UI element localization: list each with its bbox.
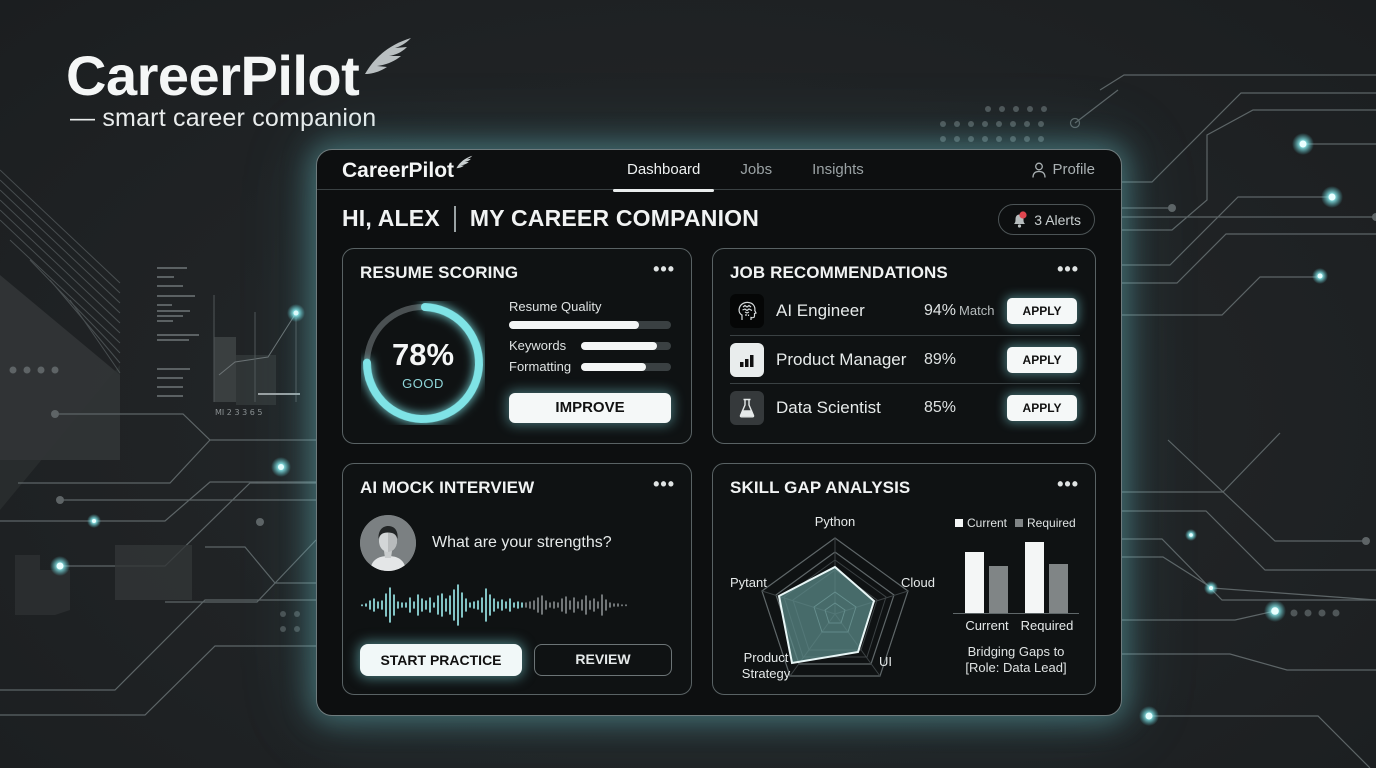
- keywords-bar: [581, 342, 671, 350]
- legend-current: Current: [955, 516, 1007, 530]
- flask-icon: [730, 390, 764, 425]
- start-practice-button[interactable]: START PRACTICE: [360, 644, 522, 676]
- job-row[interactable]: Data Scientist 85% APPLY: [730, 383, 1080, 431]
- interview-question: What are your strengths?: [432, 534, 612, 551]
- audio-waveform: [361, 584, 627, 626]
- legend-required: Required: [1015, 516, 1076, 530]
- svg-text:MI 2 3 3 6 5: MI 2 3 3 6 5: [215, 408, 262, 417]
- brand-hero: CareerPilot — smart career companion: [66, 38, 413, 133]
- radar-label-python: Python: [815, 514, 855, 529]
- apply-button[interactable]: APPLY: [1007, 346, 1077, 373]
- job-recommendations-card: JOB RECOMMENDATIONS ••• AI Engineer 94% M…: [712, 248, 1096, 444]
- metric-label: Resume Quality: [509, 299, 602, 314]
- skill-bar-chart: Current Required: [953, 542, 1079, 632]
- job-row[interactable]: Product Manager 89% APPLY: [730, 335, 1080, 383]
- card-title: AI MOCK INTERVIEW: [360, 478, 535, 497]
- more-options-icon[interactable]: •••: [1057, 474, 1079, 494]
- brain-icon: [730, 294, 764, 328]
- nav-logo-text: CareerPilot: [342, 159, 455, 182]
- more-options-icon[interactable]: •••: [653, 474, 675, 494]
- wing-icon: [365, 38, 412, 74]
- job-title: Data Scientist: [776, 397, 881, 417]
- resume-quality-bar: [509, 321, 671, 329]
- radar-label-strategy: Strategy: [742, 666, 791, 681]
- bar-chart-legend: Current Required: [955, 516, 1076, 530]
- apply-button[interactable]: APPLY: [1007, 298, 1077, 324]
- bar-group-required: Required: [1021, 618, 1074, 632]
- top-nav: CareerPilot Dashboard Jobs Insights Prof…: [317, 150, 1121, 192]
- formatting-bar: [581, 363, 671, 371]
- card-title: RESUME SCORING: [360, 263, 519, 282]
- dashboard-window: CareerPilot Dashboard Jobs Insights Prof…: [316, 149, 1122, 716]
- score-ring: [363, 303, 483, 423]
- brand-title: CareerPilot: [66, 38, 413, 107]
- profile-label: Profile: [1052, 161, 1095, 178]
- nav-logo[interactable]: CareerPilot: [342, 155, 473, 183]
- match-percent: 94% Match: [924, 302, 995, 319]
- skill-gap-card: SKILL GAP ANALYSIS ••• Pyth: [712, 463, 1096, 695]
- user-icon: [1032, 162, 1047, 178]
- more-options-icon[interactable]: •••: [1057, 259, 1079, 279]
- card-title: JOB RECOMMENDATIONS: [730, 263, 948, 282]
- nav-tabs: Dashboard Jobs Insights: [613, 150, 890, 192]
- card-title: SKILL GAP ANALYSIS: [730, 478, 911, 497]
- title-divider: [453, 205, 456, 232]
- bar-group-current: Current: [965, 618, 1009, 632]
- job-row[interactable]: AI Engineer 94% Match APPLY: [730, 287, 1080, 335]
- review-button[interactable]: REVIEW: [534, 644, 672, 676]
- page-subtitle: MY CAREER COMPANION: [469, 205, 760, 231]
- improve-button[interactable]: IMPROVE: [509, 393, 671, 423]
- apply-button[interactable]: APPLY: [1007, 394, 1077, 421]
- radar-label-cloud: Cloud: [901, 575, 935, 590]
- metric-label: Keywords: [509, 338, 567, 353]
- match-percent: 89%: [924, 350, 957, 368]
- profile-link[interactable]: Profile: [1032, 150, 1095, 190]
- score-value: 78%: [391, 337, 455, 372]
- match-percent: 85%: [924, 398, 957, 416]
- alerts-label: 3 Alerts: [1034, 211, 1081, 228]
- interviewer-avatar: [360, 515, 416, 571]
- target-role-caption: Bridging Gaps to [Role: Data Lead]: [965, 644, 1067, 675]
- bar-chart-icon: [730, 342, 764, 377]
- radar-label-ui: UI: [879, 654, 892, 669]
- alerts-button[interactable]: 3 Alerts: [998, 204, 1095, 235]
- metric-label: Formatting: [509, 359, 572, 374]
- tab-dashboard[interactable]: Dashboard: [613, 150, 715, 192]
- greeting: HI, ALEX: [342, 205, 440, 231]
- page-title: HI, ALEX MY CAREER COMPANION: [342, 205, 759, 232]
- score-rating: GOOD: [402, 376, 444, 391]
- wing-icon: [456, 155, 473, 169]
- radar-label-product: Product: [744, 650, 789, 665]
- more-options-icon[interactable]: •••: [653, 259, 675, 279]
- job-title: AI Engineer: [776, 301, 865, 320]
- tab-insights[interactable]: Insights: [812, 161, 864, 178]
- radar-label-pytant: Pytant: [730, 575, 767, 590]
- resume-scoring-card: RESUME SCORING ••• 78% GOOD Resume Quali…: [342, 248, 692, 444]
- skill-radar-chart: Python Cloud UI Product Strategy Pytant: [730, 514, 935, 681]
- brand-name: CareerPilot: [66, 44, 360, 107]
- tab-jobs[interactable]: Jobs: [740, 161, 773, 178]
- brand-tagline: — smart career companion: [70, 104, 377, 132]
- bell-icon: [1014, 210, 1027, 228]
- mock-interview-card: AI MOCK INTERVIEW ••• What are your stre…: [342, 463, 692, 695]
- job-title: Product Manager: [776, 349, 907, 369]
